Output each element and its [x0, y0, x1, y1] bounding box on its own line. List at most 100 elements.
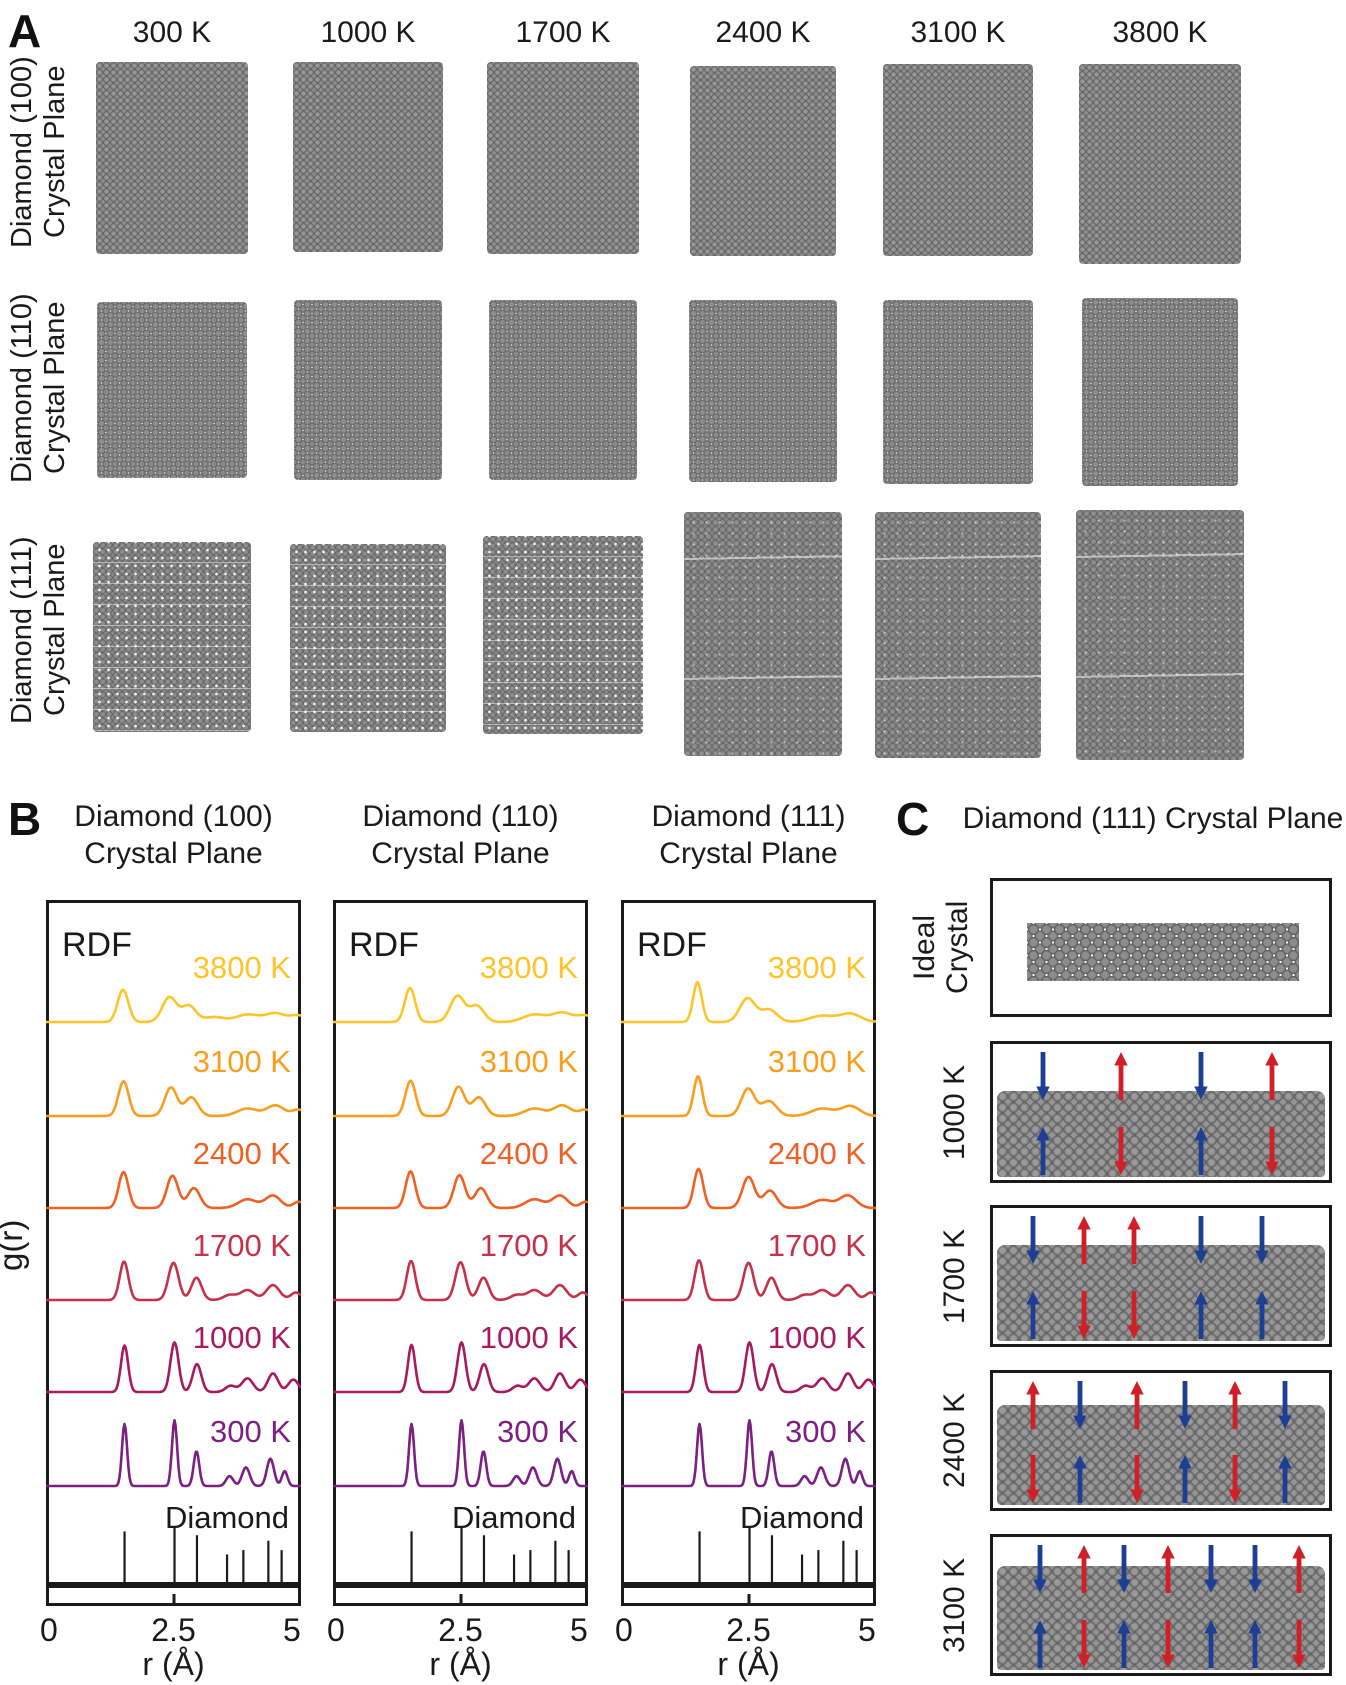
displacement-arrow-blue-up [1035, 1127, 1051, 1175]
panel-c-box-1700K [990, 1205, 1332, 1347]
curve-label-3800K: 3800 K [193, 950, 292, 985]
x-tick-5: 5 [283, 1612, 301, 1648]
diamond-reference-label: Diamond [165, 1500, 289, 1535]
rdf-curve-1000K [332, 1341, 590, 1394]
panel-c-row-label-2400K: 2400 K [938, 1392, 971, 1489]
curve-label-1000K: 1000 K [480, 1320, 579, 1355]
rdf-inner-label: RDF [637, 926, 707, 964]
plot-title: Diamond (110) Crystal Plane [362, 800, 559, 870]
displacement-arrow-blue-up [1254, 1291, 1270, 1339]
displacement-arrow-blue-down [1203, 1545, 1219, 1593]
curve-label-2400K: 2400 K [480, 1136, 579, 1171]
rdf-plot: RDF 3800 K 3100 K 2400 K 1700 K 1000 K 300 K Di… [332, 900, 590, 1585]
displacement-arrow-red-up [1160, 1545, 1176, 1593]
x-axis-strip [621, 1585, 876, 1606]
displacement-arrow-blue-up [1247, 1620, 1263, 1668]
plot-title: Diamond (100) Crystal Plane [74, 800, 273, 870]
curve-label-1000K: 1000 K [193, 1320, 292, 1355]
curve-label-3800K: 3800 K [768, 950, 867, 985]
x-tick-0: 0 [327, 1612, 345, 1648]
displacement-arrow-blue-down [1116, 1545, 1132, 1593]
diamond-reference-label: Diamond [740, 1500, 864, 1535]
rdf-curve-1000K [620, 1341, 878, 1394]
curve-label-2400K: 2400 K [768, 1136, 867, 1171]
displacement-arrow-blue-up [1203, 1620, 1219, 1668]
crystal-snapshot-111-1000K [290, 544, 446, 732]
row-label-diamond-110: Diamond (110) Crystal Plane [6, 293, 71, 483]
displacement-arrow-blue-up [1025, 1291, 1041, 1339]
rdf-curve-2400K [620, 1167, 877, 1210]
column-header-temperature: 1700 K [515, 16, 611, 49]
displacement-arrow-blue-down [1177, 1381, 1193, 1429]
crystal-snapshot-111-1700K [483, 536, 643, 734]
panel-c-row-label-1000K: 1000 K [938, 1064, 971, 1160]
displacement-arrow-blue-up [1193, 1127, 1209, 1175]
x-axis-strip [46, 1585, 301, 1606]
x-tick-2-5: 2.5 [438, 1612, 483, 1648]
displacement-arrow-blue-up [1277, 1455, 1293, 1503]
x-tick-5: 5 [570, 1612, 588, 1648]
panel-c-row-label-Ideal-Crystal: Ideal Crystal [908, 900, 974, 995]
panel-c-box-1000K [990, 1041, 1332, 1183]
displacement-arrow-red-down [1113, 1127, 1129, 1175]
x-axis-tick-2-5 [459, 1594, 462, 1603]
ideal-crystal-lattice [1027, 923, 1299, 981]
displacement-arrow-red-down [1227, 1455, 1243, 1503]
rdf-curve-2400K [45, 1170, 302, 1210]
x-tick-2-5: 2.5 [726, 1612, 771, 1648]
x-axis-label: r (Å) [429, 1646, 492, 1682]
displacement-arrow-blue-down [1193, 1052, 1209, 1100]
curve-label-3800K: 3800 K [480, 950, 579, 985]
panel-c-row-label-3100K: 3100 K [938, 1557, 971, 1653]
curve-label-300K: 300 K [497, 1414, 578, 1449]
panel-b-label: B [8, 793, 42, 845]
x-tick-0: 0 [615, 1612, 633, 1648]
rdf-curve-300K [332, 1419, 589, 1488]
row-label-diamond-111: Diamond (111) Crystal Plane [6, 536, 71, 724]
heated-slab [997, 1405, 1325, 1505]
crystal-snapshot-111-300K [93, 542, 251, 732]
displacement-arrow-red-up [1227, 1381, 1243, 1429]
displacement-arrow-blue-down [1035, 1052, 1051, 1100]
crystal-snapshot-110-1000K [294, 300, 442, 480]
column-header-temperature: 2400 K [715, 16, 811, 49]
x-tick-2-5: 2.5 [151, 1612, 196, 1648]
displacement-arrow-red-down [1129, 1455, 1145, 1503]
heated-slab [997, 1245, 1325, 1341]
crystal-snapshot-100-3800K [1079, 64, 1241, 264]
displacement-arrow-red-up [1291, 1545, 1307, 1593]
panel-a-label: A [8, 5, 42, 57]
displacement-arrow-blue-down [1277, 1381, 1293, 1429]
plot-title: Diamond (111) Crystal Plane [651, 800, 846, 870]
displacement-arrow-red-up [1076, 1545, 1092, 1593]
rdf-curve-3100K [45, 1080, 302, 1118]
displacement-arrow-blue-up [1177, 1455, 1193, 1503]
curve-label-1700K: 1700 K [768, 1228, 867, 1263]
crystal-snapshot-110-300K [97, 302, 247, 478]
panel-c-box-3100K [990, 1534, 1332, 1676]
rdf-curve-1000K [45, 1341, 303, 1394]
heated-slab [997, 1566, 1325, 1670]
rdf-curve-3800K [45, 988, 302, 1024]
rdf-curve-300K [620, 1419, 877, 1488]
displacement-arrow-red-up [1129, 1381, 1145, 1429]
displacement-arrow-blue-up [1072, 1455, 1088, 1503]
displacement-arrow-blue-down [1032, 1545, 1048, 1593]
panel-c-label: C [896, 793, 930, 845]
displacement-arrow-red-down [1160, 1620, 1176, 1668]
panel-c-box-2400K [990, 1370, 1332, 1511]
displacement-arrow-red-up [1076, 1216, 1092, 1264]
crystal-snapshot-100-300K [96, 62, 248, 254]
crystal-snapshot-110-3800K [1082, 298, 1238, 486]
rdf-curve-300K [45, 1419, 302, 1488]
x-tick-0: 0 [40, 1612, 58, 1648]
crystal-snapshot-100-1000K [293, 62, 443, 252]
displacement-arrow-blue-down [1254, 1216, 1270, 1264]
displacement-arrow-red-down [1126, 1291, 1142, 1339]
panel-c-row-label-1700K: 1700 K [938, 1228, 971, 1324]
x-tick-5: 5 [858, 1612, 876, 1648]
crystal-snapshot-111-2400K [684, 512, 842, 756]
column-header-temperature: 3100 K [910, 16, 1006, 49]
displacement-arrow-blue-up [1193, 1291, 1209, 1339]
